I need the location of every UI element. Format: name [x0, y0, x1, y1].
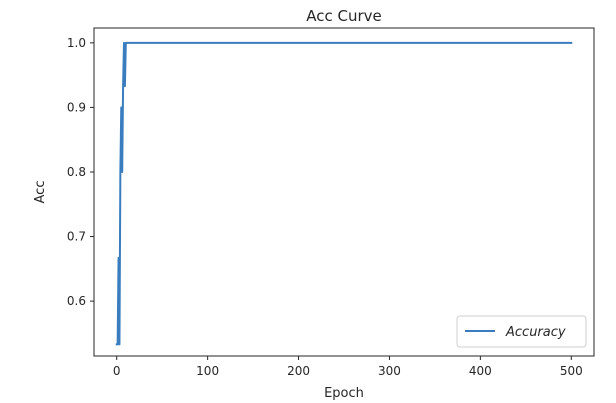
legend-accuracy-label: Accuracy — [505, 325, 566, 340]
y-tick-label: 0.8 — [67, 165, 86, 179]
x-tick-label: 300 — [378, 364, 401, 378]
y-tick-label: 0.7 — [67, 230, 86, 244]
accuracy-series-line — [115, 41, 573, 346]
chart-title: Acc Curve — [306, 7, 382, 25]
x-tick-label: 0 — [113, 364, 121, 378]
x-axis-ticks: 0 100 200 300 400 500 — [113, 356, 583, 378]
x-tick-label: 100 — [196, 364, 219, 378]
y-axis-ticks: 0.6 0.7 0.8 0.9 1.0 — [67, 36, 94, 308]
plot-area — [93, 27, 595, 357]
legend: Accuracy — [456, 315, 587, 348]
x-tick-label: 200 — [287, 364, 310, 378]
y-tick-label: 0.6 — [67, 294, 86, 308]
y-tick-label: 0.9 — [67, 100, 86, 114]
x-tick-label: 400 — [469, 364, 492, 378]
y-axis-label: Acc — [33, 181, 48, 204]
legend-box — [456, 315, 587, 348]
x-tick-label: 500 — [560, 364, 583, 378]
x-axis-label: Epoch — [324, 386, 364, 401]
y-tick-label: 1.0 — [67, 36, 86, 50]
